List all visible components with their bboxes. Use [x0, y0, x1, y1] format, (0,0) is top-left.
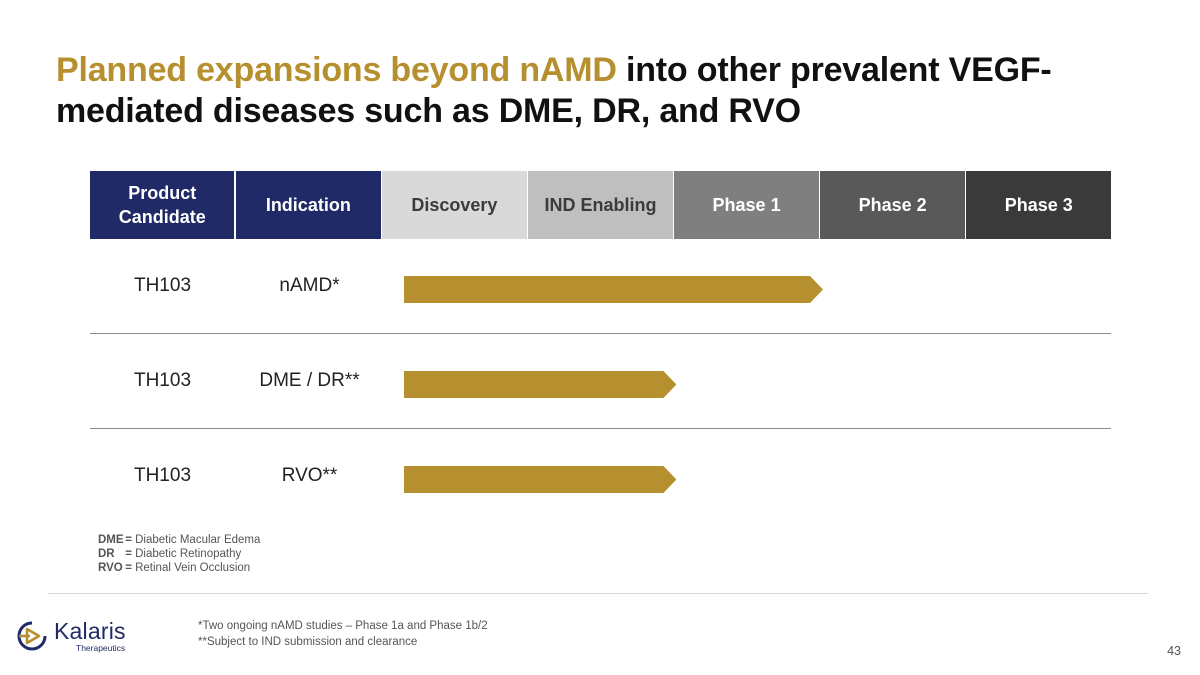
footnotes: *Two ongoing nAMD studies – Phase 1a and…	[198, 618, 488, 650]
candidate-cell: TH103	[133, 465, 192, 486]
header-phase-2: Phase 2	[820, 171, 965, 239]
logo-name: Kalaris	[54, 618, 126, 644]
abbreviation-key: RVO	[98, 562, 123, 574]
page-number: 43	[1167, 644, 1181, 658]
header-product-candidate: Product Candidate	[90, 171, 235, 239]
abbreviation-key: DR	[98, 548, 115, 560]
abbreviation-item: DR = Diabetic Retinopathy	[98, 547, 260, 561]
header-ind-enabling: IND Enabling	[528, 171, 673, 239]
slide-title: Planned expansions beyond nAMD into othe…	[56, 50, 1136, 132]
abbreviation-key: DME	[98, 534, 124, 546]
progress-bar	[404, 371, 676, 398]
abbreviation-value: Diabetic Retinopathy	[135, 548, 242, 560]
indication-cell: RVO**	[281, 465, 338, 486]
footnote: *Two ongoing nAMD studies – Phase 1a and…	[198, 620, 488, 632]
abbreviation-item: DME = Diabetic Macular Edema	[98, 533, 260, 547]
candidate-cell: TH103	[133, 275, 192, 296]
logo-subtitle: Therapeutics	[76, 643, 126, 653]
abbreviation-value: Retinal Vein Occlusion	[135, 562, 251, 574]
abbreviation-sep: =	[122, 534, 136, 546]
abbreviation-sep: =	[122, 548, 136, 560]
pipeline-header-row: Product Candidate Indication Discovery I…	[90, 171, 1111, 239]
abbreviation-sep: =	[122, 562, 136, 574]
abbreviation-item: RVO = Retinal Vein Occlusion	[98, 561, 260, 575]
pipeline-row: TH103 nAMD*	[90, 239, 1111, 334]
logo-mark-icon	[17, 621, 47, 651]
pipeline-table: Product Candidate Indication Discovery I…	[90, 171, 1111, 523]
abbreviation-legend: DME = Diabetic Macular Edema DR = Diabet…	[98, 533, 260, 575]
progress-bar	[404, 466, 676, 493]
slide-title-accent: Planned expansions beyond nAMD	[56, 51, 617, 89]
candidate-cell: TH103	[133, 370, 192, 391]
pipeline-row: TH103 RVO**	[90, 429, 1111, 523]
header-discovery: Discovery	[382, 171, 527, 239]
footer-divider	[48, 593, 1148, 594]
abbreviation-value: Diabetic Macular Edema	[135, 534, 261, 546]
indication-cell: DME / DR**	[259, 370, 360, 391]
header-phase-1: Phase 1	[674, 171, 819, 239]
company-logo: Kalaris Therapeutics	[16, 620, 126, 653]
header-indication: Indication	[236, 171, 381, 239]
slide-title-rest: into other prevalent VEGF-mediated disea…	[56, 51, 1052, 130]
indication-cell: nAMD*	[279, 275, 340, 296]
pipeline-row: TH103 DME / DR**	[90, 334, 1111, 429]
header-phase-3: Phase 3	[966, 171, 1111, 239]
progress-bar	[404, 276, 823, 303]
footnote: **Subject to IND submission and clearanc…	[198, 636, 418, 648]
